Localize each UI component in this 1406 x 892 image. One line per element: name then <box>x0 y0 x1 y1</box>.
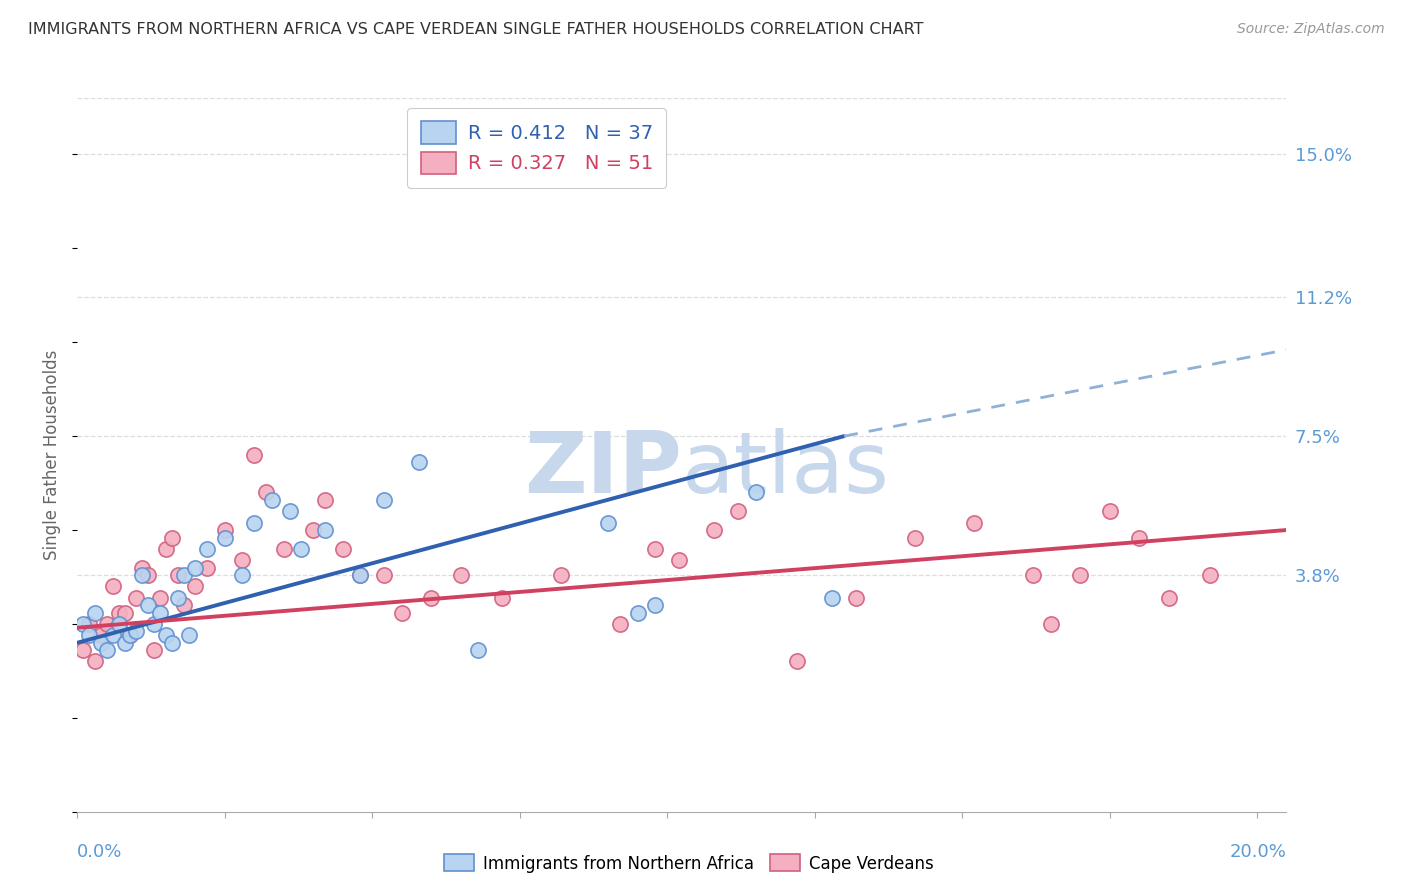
Point <box>84 655 107 669</box>
Point <box>231 568 253 582</box>
Legend: R = 0.412   N = 37, R = 0.327   N = 51: R = 0.412 N = 37, R = 0.327 N = 51 <box>408 108 666 187</box>
Point <box>160 531 183 545</box>
Point <box>391 606 413 620</box>
Point <box>1157 591 1180 605</box>
Point <box>155 541 177 556</box>
Point <box>77 616 100 631</box>
Point <box>1022 568 1045 582</box>
Point <box>155 628 177 642</box>
Point <box>845 591 868 605</box>
Point <box>1069 568 1091 582</box>
Point <box>72 643 94 657</box>
Point <box>450 568 472 582</box>
Point <box>90 636 112 650</box>
Point <box>302 523 325 537</box>
Point <box>184 579 207 593</box>
Point <box>1039 616 1062 631</box>
Point <box>77 628 100 642</box>
Point <box>467 643 489 657</box>
Point <box>166 591 188 605</box>
Text: IMMIGRANTS FROM NORTHERN AFRICA VS CAPE VERDEAN SINGLE FATHER HOUSEHOLDS CORRELA: IMMIGRANTS FROM NORTHERN AFRICA VS CAPE … <box>28 22 924 37</box>
Point <box>243 516 266 530</box>
Point <box>101 628 124 642</box>
Point <box>904 531 927 545</box>
Point <box>644 598 666 612</box>
Point <box>143 643 166 657</box>
Point <box>131 568 153 582</box>
Point <box>963 516 986 530</box>
Point <box>821 591 844 605</box>
Point <box>349 568 371 582</box>
Point <box>550 568 572 582</box>
Point <box>373 568 395 582</box>
Point <box>1128 531 1150 545</box>
Point <box>668 553 690 567</box>
Point <box>166 568 188 582</box>
Text: atlas: atlas <box>682 427 890 511</box>
Point <box>179 628 201 642</box>
Point <box>644 541 666 556</box>
Text: 0.0%: 0.0% <box>77 843 122 861</box>
Point <box>84 606 107 620</box>
Point <box>786 655 808 669</box>
Text: 20.0%: 20.0% <box>1230 843 1286 861</box>
Point <box>214 531 236 545</box>
Point <box>114 606 136 620</box>
Point <box>290 541 312 556</box>
Point <box>143 616 166 631</box>
Point <box>195 541 218 556</box>
Point <box>160 636 183 650</box>
Point <box>373 493 395 508</box>
Point <box>273 541 295 556</box>
Point <box>332 541 354 556</box>
Point <box>125 624 148 639</box>
Point <box>173 598 195 612</box>
Point <box>120 628 142 642</box>
Point <box>408 455 430 469</box>
Point <box>120 628 142 642</box>
Point <box>609 616 631 631</box>
Point <box>136 598 159 612</box>
Point <box>195 560 218 574</box>
Point <box>90 628 112 642</box>
Text: ZIP: ZIP <box>524 427 682 511</box>
Point <box>420 591 443 605</box>
Point <box>149 591 172 605</box>
Point <box>101 579 124 593</box>
Point <box>72 616 94 631</box>
Point <box>149 606 172 620</box>
Y-axis label: Single Father Households: Single Father Households <box>44 350 62 560</box>
Point <box>184 560 207 574</box>
Point <box>107 616 129 631</box>
Point <box>314 523 336 537</box>
Point <box>627 606 650 620</box>
Point <box>491 591 513 605</box>
Point <box>231 553 253 567</box>
Point <box>727 504 749 518</box>
Point <box>96 643 118 657</box>
Point <box>278 504 301 518</box>
Point <box>131 560 153 574</box>
Point <box>314 493 336 508</box>
Point <box>173 568 195 582</box>
Text: Source: ZipAtlas.com: Source: ZipAtlas.com <box>1237 22 1385 37</box>
Point <box>243 448 266 462</box>
Point <box>254 485 277 500</box>
Point <box>598 516 620 530</box>
Point <box>114 636 136 650</box>
Point <box>260 493 283 508</box>
Point <box>96 616 118 631</box>
Legend: Immigrants from Northern Africa, Cape Verdeans: Immigrants from Northern Africa, Cape Ve… <box>437 847 941 880</box>
Point <box>214 523 236 537</box>
Point <box>1198 568 1220 582</box>
Point <box>136 568 159 582</box>
Point <box>703 523 725 537</box>
Point <box>1098 504 1121 518</box>
Point <box>107 606 129 620</box>
Point <box>125 591 148 605</box>
Point <box>744 485 766 500</box>
Point <box>349 568 371 582</box>
